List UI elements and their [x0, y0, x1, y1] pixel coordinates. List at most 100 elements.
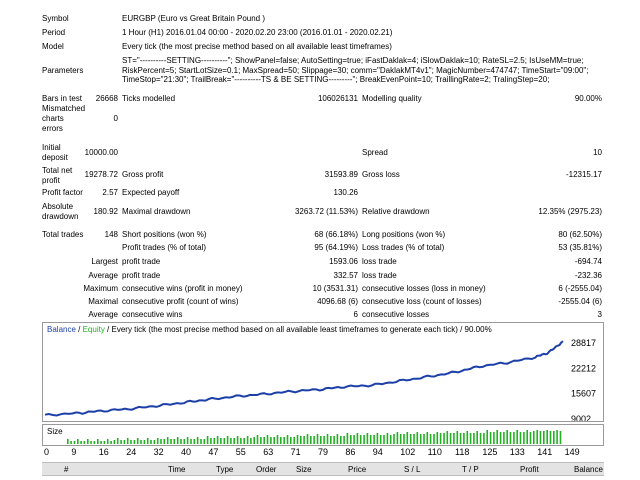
size-bar: [156, 438, 159, 444]
largest-profit-label: profit trade: [122, 257, 161, 266]
size-bar: [553, 431, 555, 444]
size-bar: [343, 436, 345, 444]
col-price[interactable]: Price: [348, 465, 367, 474]
largest-loss-value: -694.74: [574, 257, 602, 266]
col-size[interactable]: Size: [296, 465, 312, 474]
size-bar: [363, 435, 365, 444]
size-bar: [290, 437, 292, 444]
size-bar: [529, 432, 532, 444]
col-profit[interactable]: Profit: [520, 465, 539, 474]
bars-value: 26668: [95, 94, 118, 103]
size-bar: [449, 433, 452, 444]
size-bar: [90, 441, 92, 444]
size-bar: [203, 439, 206, 444]
size-bar: [273, 437, 275, 444]
y-tick-label: 15607: [571, 389, 596, 399]
parameters-label: Parameters: [42, 66, 84, 75]
size-bar: [163, 439, 166, 444]
size-bar: [346, 433, 349, 444]
size-bar: [296, 435, 299, 444]
size-bar: [97, 439, 99, 444]
col-sl[interactable]: S / L: [404, 465, 421, 474]
size-bar: [310, 436, 312, 444]
size-bar: [416, 432, 419, 444]
max-wins-label: consecutive wins (profit in money): [122, 284, 243, 293]
size-bar: [466, 431, 469, 444]
model-value: Every tick (the most precise method base…: [122, 42, 392, 51]
parameters-value: ST="----------SETTING----------"; ShowPa…: [122, 56, 589, 84]
size-bar: [539, 431, 542, 444]
size-bar: [503, 432, 505, 444]
x-tick-label: 94: [372, 447, 383, 457]
avg-wins-label: consecutive wins: [122, 310, 183, 319]
size-bar: [526, 430, 528, 444]
payoff-label: Expected payoff: [122, 188, 180, 197]
size-bar: [300, 436, 302, 444]
profit-trades-value: 95 (64.19%): [314, 243, 358, 252]
maxdd-label: Maximal drawdown: [122, 207, 191, 216]
average-profit-value: 332.57: [333, 271, 358, 280]
size-bar: [469, 433, 472, 444]
period-value: 1 Hour (H1) 2016.01.04 00:00 - 2020.02.2…: [122, 28, 393, 37]
x-tick-label: 32: [153, 447, 164, 457]
size-bar: [429, 434, 432, 444]
size-bar: [546, 430, 548, 444]
size-bar: [426, 432, 429, 444]
grossprofit-label: Gross profit: [122, 170, 164, 179]
size-bar: [393, 434, 395, 444]
grossloss-value: -12315.17: [565, 170, 602, 179]
x-tick-label: 63: [263, 447, 274, 457]
size-bar: [173, 439, 176, 444]
size-bar: [100, 441, 102, 444]
size-bar: [353, 435, 355, 444]
size-bar: [196, 437, 199, 444]
size-bar: [200, 439, 202, 444]
size-bar: [489, 432, 492, 444]
average-loss-value: -232.36: [574, 271, 602, 280]
x-tick-label: 79: [318, 447, 329, 457]
size-bar: [506, 430, 508, 444]
pf-label: Profit factor: [42, 188, 83, 197]
x-tick-label: 125: [482, 447, 498, 457]
maximal-loss-label: consecutive loss (count of losses): [362, 297, 482, 306]
size-bar: [146, 438, 149, 444]
size-bar: [496, 430, 498, 444]
size-bar: [210, 438, 212, 444]
deposit-label-2: deposit: [42, 153, 68, 162]
size-bar: [306, 434, 309, 444]
balance-chart-svg: 28817 22212 15607 9002: [44, 338, 596, 421]
grossloss-label: Gross loss: [362, 170, 400, 179]
col-balance[interactable]: Balance: [574, 465, 603, 474]
reldd-value: 12.35% (2975.23): [538, 207, 602, 216]
size-bar: [369, 435, 372, 444]
col-num[interactable]: #: [64, 465, 69, 474]
size-bar: [516, 430, 518, 444]
size-bar: [320, 436, 322, 444]
size-bar: [350, 435, 352, 444]
netprofit-label-2: profit: [42, 176, 60, 185]
x-tick-label: 9: [71, 447, 77, 457]
size-bar: [409, 434, 412, 444]
x-tick-label: 24: [126, 447, 137, 457]
size-bar: [77, 439, 79, 444]
spread-label: Spread: [362, 148, 388, 157]
col-order[interactable]: Order: [256, 465, 277, 474]
grossprofit-value: 31593.89: [324, 170, 358, 179]
size-bar: [126, 438, 129, 444]
size-bar: [509, 432, 512, 444]
col-tp[interactable]: T / P: [462, 465, 479, 474]
max-losses-value: 6 (-2555.04): [558, 284, 602, 293]
largest-profit-value: 1593.06: [329, 257, 358, 266]
size-bar: [263, 437, 265, 444]
size-bar: [116, 438, 119, 444]
deposit-label-1: Initial: [42, 143, 61, 152]
max-losses-label: consecutive losses (loss in money): [362, 284, 486, 293]
size-bar: [536, 430, 538, 444]
col-type[interactable]: Type: [216, 465, 234, 474]
col-time[interactable]: Time: [168, 465, 186, 474]
size-bar: [336, 434, 339, 444]
y-tick-label: 28817: [571, 338, 596, 348]
period-label: Period: [42, 28, 66, 37]
size-bar: [136, 438, 139, 444]
long-value: 80 (62.50%): [558, 230, 602, 239]
